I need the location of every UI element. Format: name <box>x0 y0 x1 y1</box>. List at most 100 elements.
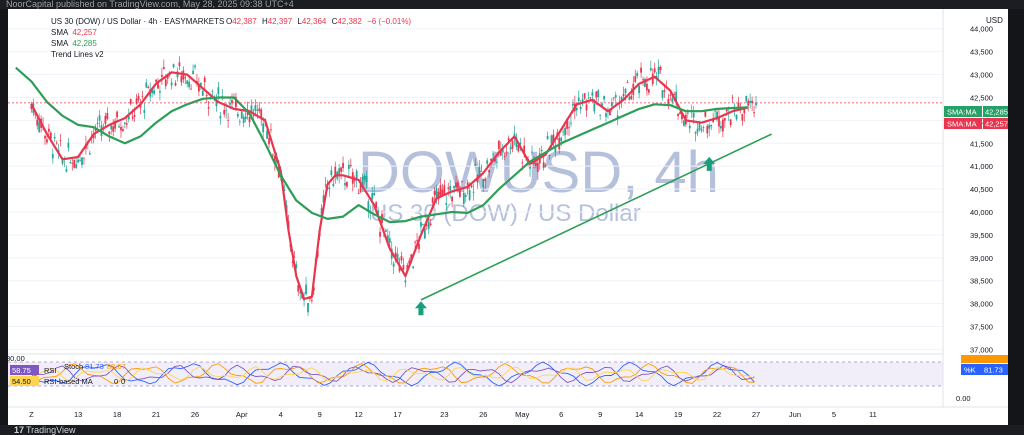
candle-body <box>496 161 498 163</box>
candle-body <box>601 103 604 106</box>
candle-body <box>521 162 524 164</box>
candle-body <box>147 86 150 89</box>
candle-body <box>628 96 631 100</box>
candle-body <box>418 244 420 250</box>
publish-info: NoorCapital published on TradingView.com… <box>6 0 294 9</box>
y-tick-label: 37,500 <box>970 323 993 332</box>
up-arrow-marker <box>414 301 427 316</box>
candle-body <box>614 95 617 98</box>
candle-body <box>79 159 81 161</box>
chart-panel[interactable]: DOWUSD, 4h US 30 (DOW) / US Dollar 37,00… <box>6 9 1008 425</box>
candle-body <box>83 157 85 159</box>
candle-body <box>644 78 646 87</box>
candle-body <box>575 107 578 111</box>
y-tick-label: 38,000 <box>970 300 993 309</box>
candle-body <box>240 111 243 119</box>
candle-body <box>414 241 417 243</box>
candle-body <box>184 77 187 79</box>
candle-body <box>423 228 426 239</box>
candle-body <box>392 263 395 267</box>
candle-body <box>98 115 101 121</box>
bottom-bar: 17 TradingView <box>0 425 1024 435</box>
candle-body <box>201 90 204 96</box>
candle-body <box>612 97 615 99</box>
candle-body <box>69 162 72 164</box>
candles <box>30 56 757 317</box>
candle-body <box>404 280 407 283</box>
candle-body <box>145 82 148 88</box>
candle-body <box>141 95 144 97</box>
osc-zero-a: 0 <box>114 377 118 386</box>
candle-body <box>517 145 520 152</box>
candle-body <box>248 117 251 123</box>
candle-body <box>338 168 341 176</box>
candle-body <box>721 119 724 132</box>
candle-body <box>133 114 136 117</box>
osc-axis-80: 80.00 <box>8 354 25 363</box>
candle-body <box>484 178 487 182</box>
candle-body <box>536 162 539 172</box>
candle-body <box>162 67 165 70</box>
candle-body <box>459 188 461 197</box>
candle-body <box>599 114 602 116</box>
candle-body <box>443 185 446 194</box>
x-tick-label: Jun <box>789 410 801 419</box>
candle-body <box>252 114 255 116</box>
tradingview-logo: 17 <box>14 425 25 435</box>
candle-body <box>375 202 378 209</box>
candle-body <box>735 114 738 120</box>
candle-body <box>108 131 111 135</box>
candle-body <box>123 122 126 124</box>
sma-badge-green-label-bg <box>944 106 982 117</box>
candle-body <box>700 128 703 131</box>
candle-body <box>73 159 76 168</box>
y-tick-label: 37,000 <box>970 345 993 354</box>
candle-body <box>190 88 193 90</box>
candle-body <box>749 100 752 104</box>
candle-body <box>571 103 574 106</box>
candle-body <box>642 79 644 81</box>
candle-body <box>396 253 399 262</box>
candle-body <box>455 182 457 188</box>
candle-body <box>723 118 726 121</box>
y-tick-label: 38,500 <box>970 277 993 286</box>
candle-body <box>474 163 477 166</box>
osc-badge-label: %K <box>964 366 976 375</box>
candle-body <box>677 113 679 117</box>
y-tick-label: 42,500 <box>970 93 993 102</box>
candle-body <box>449 186 452 191</box>
candle-body <box>437 191 440 200</box>
candle-body <box>244 116 247 120</box>
sma-badge-green-value: 42,285 <box>985 108 1008 117</box>
candle-body <box>160 74 163 77</box>
candle-body <box>131 116 134 119</box>
candle-body <box>236 113 239 117</box>
x-tick-label: 11 <box>869 410 877 419</box>
candle-body <box>334 166 337 177</box>
candle-body <box>388 238 391 243</box>
candle-body <box>422 224 424 225</box>
watermark-sub: US 30 (DOW) / US Dollar <box>370 200 641 227</box>
price-chart[interactable]: DOWUSD, 4h US 30 (DOW) / US Dollar 37,00… <box>6 9 1008 425</box>
candle-body <box>591 92 594 96</box>
candle-body <box>49 132 52 139</box>
candle-body <box>755 102 757 106</box>
candle-body <box>718 116 720 127</box>
candle-body <box>657 66 660 74</box>
candle-body <box>353 180 356 182</box>
candle-body <box>751 100 754 104</box>
legend-sma2: SMA 42,285 <box>51 39 97 48</box>
x-tick-label: 21 <box>152 410 160 419</box>
candle-body <box>457 182 459 188</box>
candle-body <box>199 82 202 87</box>
candle-body <box>178 62 181 67</box>
candle-body <box>546 136 549 140</box>
candle-body <box>357 193 360 194</box>
candle-body <box>529 166 531 169</box>
x-tick-label: 9 <box>318 410 322 419</box>
candle-body <box>560 137 563 142</box>
candle-body <box>630 95 633 100</box>
oscillator-line-3 <box>31 366 755 382</box>
candle-body <box>116 111 118 118</box>
